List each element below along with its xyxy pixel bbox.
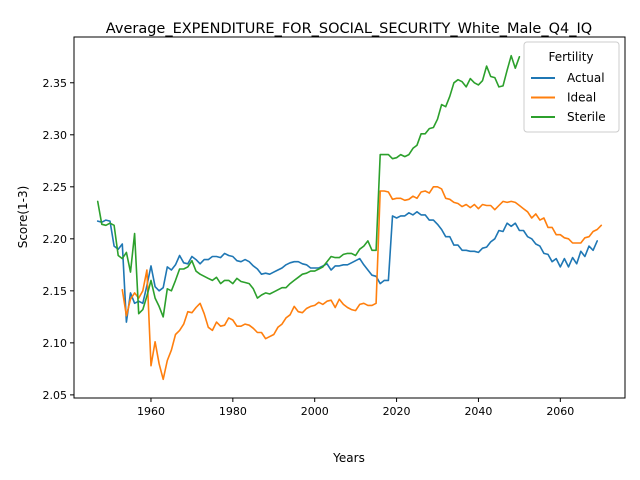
y-tick-label: 2.10: [43, 337, 68, 350]
legend-label-sterile: Sterile: [567, 110, 606, 124]
legend-box: [523, 41, 620, 133]
x-tick-label: 1980: [219, 405, 247, 418]
series-line-sterile: [96, 54, 521, 318]
legend-label-actual: Actual: [567, 71, 605, 85]
y-axis-ticks: 2.05 2.10 2.15 2.20 2.25 2.30 2.35: [43, 77, 74, 402]
x-tick-label: 2000: [301, 405, 329, 418]
series-line-actual: [96, 211, 598, 323]
legend-label-ideal: Ideal: [567, 91, 596, 105]
x-tick-label: 1960: [137, 405, 165, 418]
x-axis-ticks: 1960 1980 2000 2020 2040 2060: [137, 398, 574, 418]
y-tick-label: 2.20: [43, 233, 68, 246]
y-tick-label: 2.15: [43, 285, 68, 298]
x-axis-label: Years: [332, 451, 365, 465]
y-tick-label: 2.30: [43, 129, 68, 142]
x-tick-label: 2040: [464, 405, 492, 418]
legend-title: Fertility: [548, 50, 593, 64]
y-tick-label: 2.05: [43, 389, 68, 402]
series-layer: [96, 54, 603, 381]
y-tick-label: 2.35: [43, 77, 68, 90]
axes-frame: [73, 36, 626, 399]
y-tick-label: 2.25: [43, 181, 68, 194]
chart-title: Average_EXPENDITURE_FOR_SOCIAL_SECURITY_…: [106, 21, 592, 37]
y-axis-label: Score(1-3): [16, 186, 30, 249]
x-tick-label: 2020: [383, 405, 411, 418]
legend-entries: Actual Ideal Sterile: [531, 71, 606, 124]
legend: Fertility Actual Ideal Sterile: [523, 41, 620, 133]
series-line-ideal: [121, 186, 603, 381]
x-tick-label: 2060: [546, 405, 574, 418]
